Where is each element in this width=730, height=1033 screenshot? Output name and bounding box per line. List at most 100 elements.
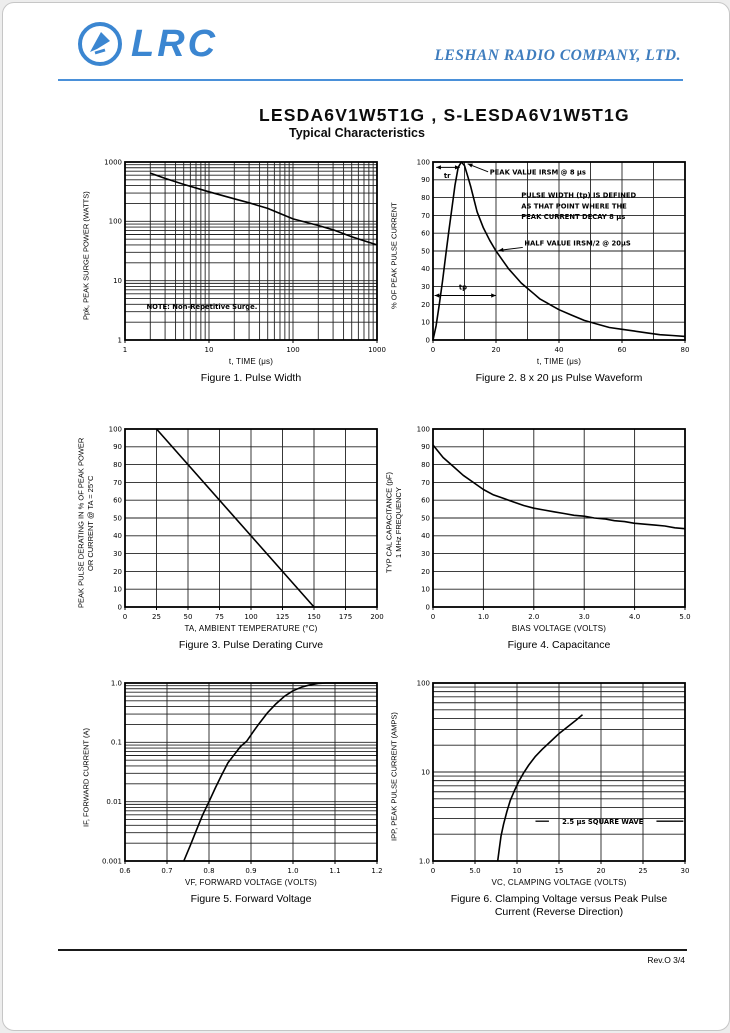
svg-text:HALF VALUE IRSM/2 @ 20μS: HALF VALUE IRSM/2 @ 20μS — [524, 240, 631, 248]
svg-text:50: 50 — [184, 613, 193, 621]
svg-text:1.0: 1.0 — [478, 613, 489, 621]
svg-text:20: 20 — [113, 568, 122, 576]
svg-text:0: 0 — [431, 613, 435, 621]
svg-text:30: 30 — [421, 283, 430, 291]
revision-text: Rev.O 3/4 — [647, 955, 685, 965]
svg-text:60: 60 — [113, 497, 122, 505]
svg-text:1000: 1000 — [104, 158, 122, 166]
svg-text:0.01: 0.01 — [106, 798, 122, 806]
svg-text:5.0: 5.0 — [679, 613, 690, 621]
svg-text:0: 0 — [426, 336, 430, 344]
svg-text:0: 0 — [431, 346, 435, 354]
svg-text:1.0: 1.0 — [287, 867, 298, 875]
svg-text:100: 100 — [417, 158, 430, 166]
svg-text:200: 200 — [370, 613, 383, 621]
svg-text:1.2: 1.2 — [371, 867, 382, 875]
svg-text:40: 40 — [113, 532, 122, 540]
svg-text:50: 50 — [421, 247, 430, 255]
svg-text:2.5 μs SQUARE WAVE: 2.5 μs SQUARE WAVE — [562, 818, 644, 826]
figure-6-x-axis-label: VC, CLAMPING VOLTAGE (VOLTS) — [491, 878, 627, 887]
lrc-logo-icon — [78, 22, 122, 66]
figure-5-chart: 0.6 0.7 0.8 0.9 1.0 1.1 1.2 1.0 0.1 0.01 0.001 — [102, 679, 383, 875]
svg-text:175: 175 — [339, 613, 352, 621]
svg-text:25: 25 — [152, 613, 161, 621]
svg-text:100: 100 — [286, 346, 299, 354]
svg-text:tr: tr — [444, 172, 451, 180]
svg-text:20: 20 — [492, 346, 501, 354]
svg-text:AS THAT POINT WHERE THE: AS THAT POINT WHERE THE — [521, 202, 627, 210]
figure-4-chart: 0 1.0 2.0 3.0 4.0 5.0 0 10 20 30 40 50 60 70 80 90 100 — [417, 425, 691, 621]
figure-1-x-axis-label: t, TIME (μs) — [228, 357, 274, 366]
company-name: LESHAN RADIO COMPANY, LTD. — [434, 47, 681, 64]
figure-5: IF, FORWARD CURRENT (A) 0.6 0.7 0.8 0.9 1.0 1… — [77, 677, 387, 906]
svg-text:20: 20 — [421, 301, 430, 309]
figure-2-x-axis-label: t, TIME (μs) — [536, 357, 582, 366]
svg-text:90: 90 — [421, 176, 430, 184]
figure-1-chart: 1 10 100 1000 1 10 100 1000 NOTE: Non-Repetitive… — [104, 158, 386, 354]
lrc-logo: LRC — [75, 19, 218, 69]
svg-text:100: 100 — [417, 679, 430, 687]
svg-text:4.0: 4.0 — [629, 613, 640, 621]
figure-5-x-axis-label: VF, FORWARD VOLTAGE (VOLTS) — [184, 878, 318, 887]
svg-text:20: 20 — [597, 867, 606, 875]
svg-text:40: 40 — [555, 346, 564, 354]
svg-text:150: 150 — [307, 613, 320, 621]
figure-3-chart: 0 25 50 75 100 125 150 175 200 0 10 20 30 40 50 60 70 80 9… — [109, 425, 384, 621]
svg-text:PEAK VALUE IRSM @ 8 μs: PEAK VALUE IRSM @ 8 μs — [490, 168, 586, 176]
section-title: Typical Characteristics — [289, 126, 425, 140]
svg-text:80: 80 — [421, 461, 430, 469]
svg-text:50: 50 — [421, 514, 430, 522]
figure-4: TYP CAL CAPACITANCE (pF) 1 MHz FREQUENCY… — [385, 423, 695, 652]
svg-text:10: 10 — [513, 867, 522, 875]
svg-text:2.0: 2.0 — [528, 613, 539, 621]
svg-text:20: 20 — [421, 568, 430, 576]
svg-text:10: 10 — [113, 586, 122, 594]
product-title: LESDA6V1W5T1G , S-LESDA6V1W5T1G — [259, 105, 630, 125]
svg-text:10: 10 — [113, 277, 122, 285]
svg-text:70: 70 — [113, 479, 122, 487]
svg-text:70: 70 — [421, 212, 430, 220]
svg-text:0.8: 0.8 — [203, 867, 214, 875]
footer-divider — [58, 949, 687, 951]
svg-text:100: 100 — [417, 425, 430, 433]
svg-text:5.0: 5.0 — [469, 867, 480, 875]
figure-2-y-axis-label: % OF PEAK PULSE CURRENT — [389, 202, 399, 310]
svg-text:75: 75 — [215, 613, 224, 621]
svg-text:PEAK CURRENT DECAY 8 μs: PEAK CURRENT DECAY 8 μs — [521, 213, 625, 221]
svg-text:0.7: 0.7 — [161, 867, 172, 875]
figure-3: PEAK PULSE DERATING IN % OF PEAK POWER O… — [77, 423, 387, 652]
header-divider — [58, 79, 683, 81]
svg-text:100: 100 — [109, 425, 122, 433]
svg-text:NOTE: Non-Repetitive Surge.: NOTE: Non-Repetitive Surge. — [146, 303, 257, 311]
svg-text:60: 60 — [421, 497, 430, 505]
svg-text:90: 90 — [421, 443, 430, 451]
svg-text:1.0: 1.0 — [111, 679, 122, 687]
figure-1-y-axis-label: Ppk, PEAK SURGE POWER (WATTS) — [81, 191, 91, 321]
svg-text:0.6: 0.6 — [119, 867, 131, 875]
figure-6-chart: 0 5.0 10 15 20 25 30 1.0 10 100 2.5 μs SQUARE WAVE — [417, 679, 690, 875]
svg-text:40: 40 — [421, 532, 430, 540]
svg-text:10: 10 — [421, 586, 430, 594]
svg-text:125: 125 — [276, 613, 289, 621]
figure-5-y-axis-label: IF, FORWARD CURRENT (A) — [81, 727, 91, 827]
svg-text:30: 30 — [421, 550, 430, 558]
svg-text:3.0: 3.0 — [579, 613, 590, 621]
svg-text:0: 0 — [431, 867, 435, 875]
figure-2: % OF PEAK PULSE CURRENT 0 20 40 60 80 0 10 20 30… — [385, 156, 695, 385]
svg-text:15: 15 — [555, 867, 564, 875]
svg-text:1: 1 — [123, 346, 127, 354]
figure-4-x-axis-label: BIAS VOLTAGE (VOLTS) — [511, 624, 607, 633]
svg-text:10: 10 — [421, 768, 430, 776]
figure-3-caption: Figure 3. Pulse Derating Curve — [178, 639, 324, 651]
figure-6-caption: Figure 6. Clamping Voltage versus Peak P… — [450, 893, 668, 919]
svg-text:1: 1 — [118, 336, 122, 344]
svg-text:60: 60 — [618, 346, 627, 354]
figure-6-y-axis-label: IPP, PEAK PULSE CURRENT (AMPS) — [389, 712, 399, 842]
svg-text:1.1: 1.1 — [329, 867, 340, 875]
svg-text:50: 50 — [113, 514, 122, 522]
svg-text:0: 0 — [426, 603, 430, 611]
figure-4-y-axis-label: TYP CAL CAPACITANCE (pF) 1 MHz FREQUENCY — [384, 472, 403, 574]
figure-1-caption: Figure 1. Pulse Width — [200, 372, 302, 384]
svg-text:25: 25 — [639, 867, 648, 875]
lrc-logo-text: LRC — [131, 23, 219, 65]
